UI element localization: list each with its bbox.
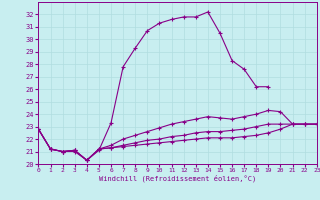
X-axis label: Windchill (Refroidissement éolien,°C): Windchill (Refroidissement éolien,°C) — [99, 175, 256, 182]
